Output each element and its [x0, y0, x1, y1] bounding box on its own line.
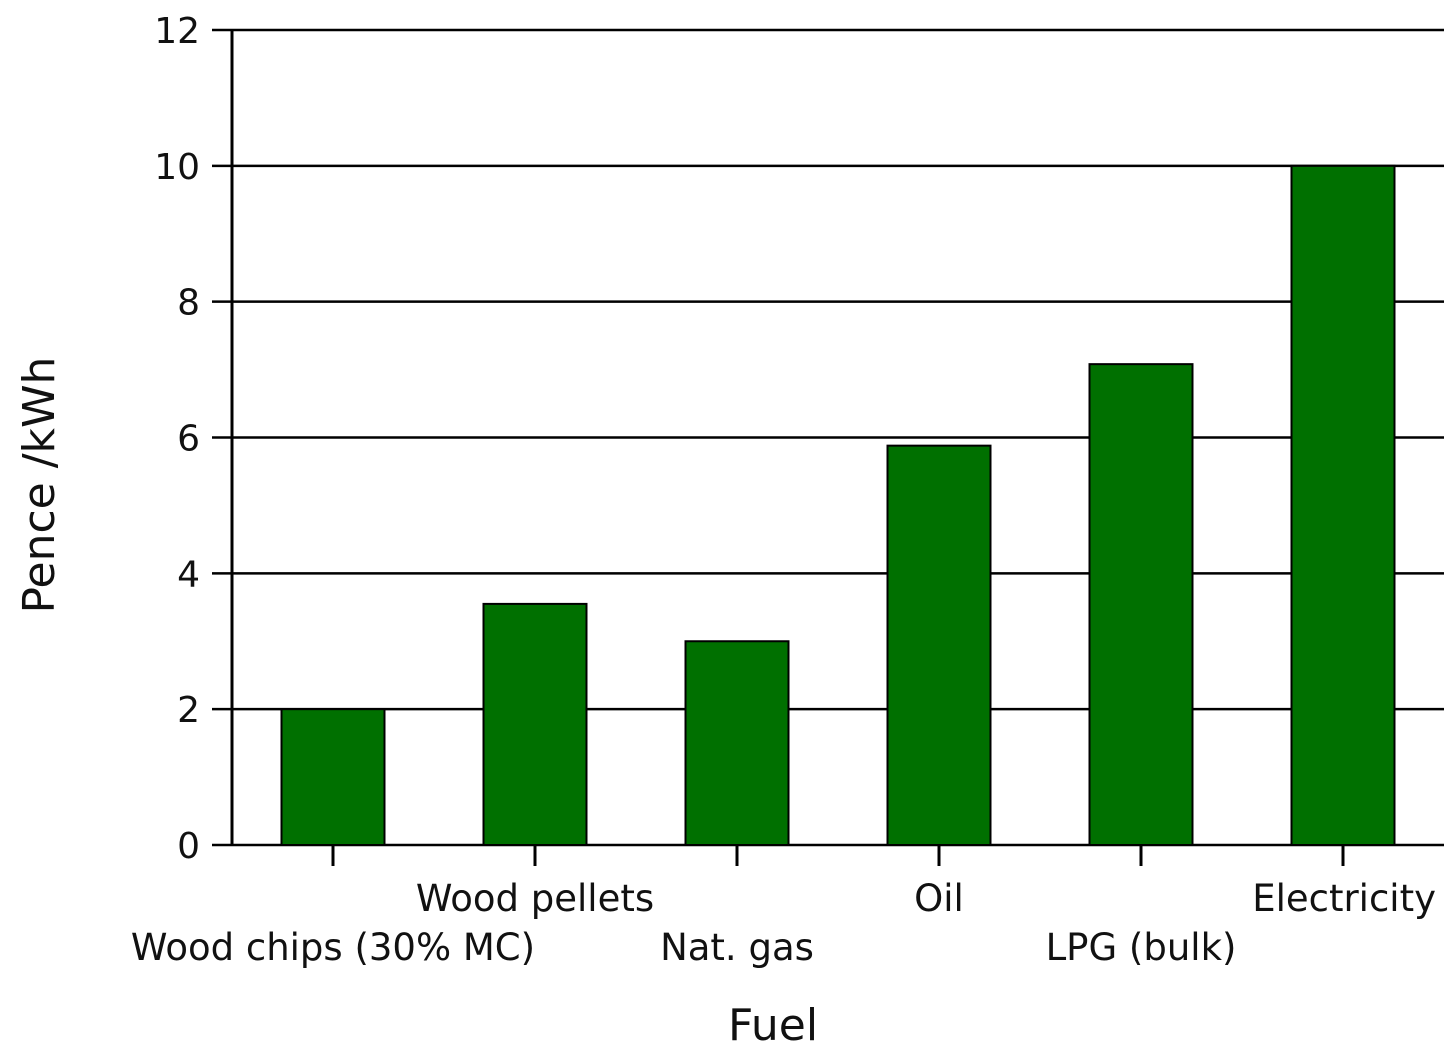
x-category-label: Wood chips (30% MC) — [131, 926, 535, 969]
bar — [1290, 164, 1396, 847]
x-category-label: LPG (bulk) — [1046, 926, 1237, 969]
bars — [280, 164, 1396, 847]
y-tick-label: 6 — [177, 419, 200, 460]
bar — [684, 640, 790, 846]
bar — [1088, 363, 1194, 846]
y-tick-label: 8 — [177, 283, 200, 324]
x-category-label: Wood pellets — [416, 877, 654, 920]
y-tick-label: 2 — [177, 690, 200, 731]
bar — [886, 444, 992, 846]
gridlines — [212, 28, 1444, 847]
y-tick-labels: 0 2 4 6 8 10 12 — [154, 11, 200, 867]
y-tick-label: 4 — [177, 554, 200, 595]
x-category-label: Oil — [914, 877, 964, 920]
y-tick-label: 12 — [154, 11, 200, 52]
bar — [280, 708, 386, 847]
y-tick-label: 0 — [177, 826, 200, 867]
bar — [482, 602, 588, 846]
x-category-label: Electricity — [1252, 877, 1436, 920]
x-axis-title: Fuel — [728, 1000, 818, 1047]
y-tick-label: 10 — [154, 147, 200, 188]
y-axis-title: Pence /kWh — [14, 357, 65, 614]
x-category-label: Nat. gas — [660, 926, 814, 969]
